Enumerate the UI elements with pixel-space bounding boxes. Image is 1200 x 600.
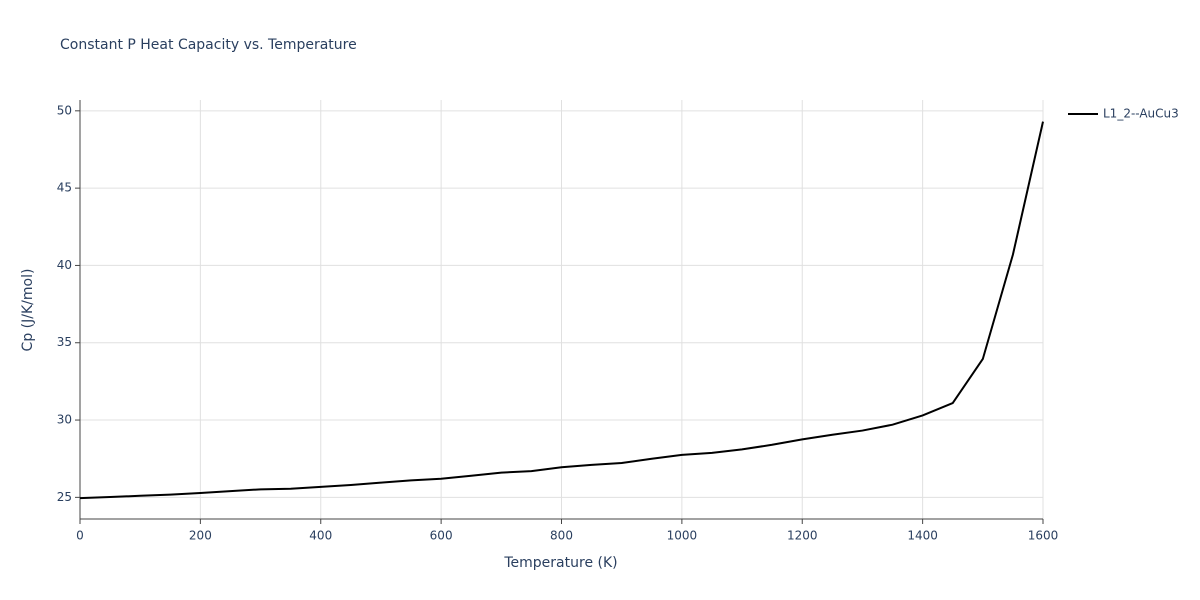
- y-tick-label: 40: [57, 258, 72, 272]
- x-tick-label: 1200: [787, 529, 818, 543]
- x-tick-label: 800: [550, 529, 573, 543]
- legend-label: L1_2--AuCu3: [1103, 107, 1179, 121]
- x-tick-label: 1600: [1028, 529, 1059, 543]
- x-tick-label: 400: [309, 529, 332, 543]
- y-tick-label: 30: [57, 413, 72, 427]
- y-tick-label: 50: [57, 103, 72, 117]
- x-tick-label: 200: [189, 529, 212, 543]
- x-tick-label: 1000: [667, 529, 698, 543]
- data-line: [79, 121, 1044, 500]
- y-tick-label: 35: [57, 335, 72, 349]
- x-axis-title: Temperature (K): [503, 555, 617, 571]
- y-axis-title: Cp (J/K/mol): [20, 269, 36, 352]
- x-tick-label: 1400: [907, 529, 938, 543]
- chart-title: Constant P Heat Capacity vs. Temperature: [60, 37, 357, 53]
- x-tick-label: 600: [430, 529, 453, 543]
- x-tick-label: 0: [76, 529, 84, 543]
- y-tick-label: 45: [57, 181, 72, 195]
- y-tick-label: 25: [57, 490, 72, 504]
